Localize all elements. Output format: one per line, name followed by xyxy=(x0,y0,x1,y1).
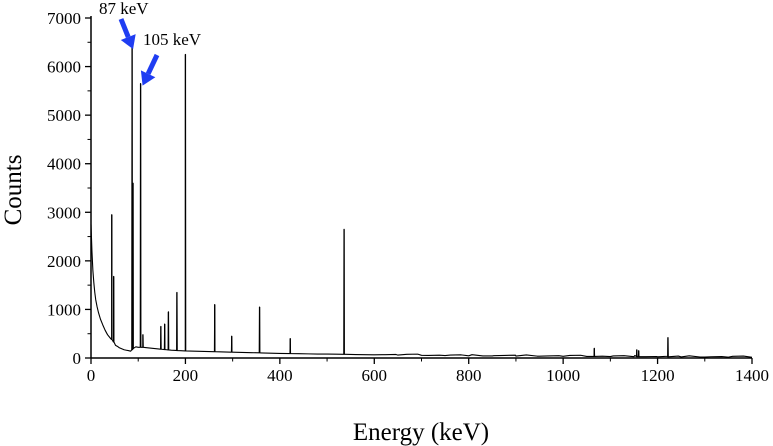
x-tick-label: 600 xyxy=(362,366,388,385)
x-tick-label: 1000 xyxy=(546,366,580,385)
arrow-87-kev xyxy=(118,18,136,50)
y-tick-label: 4000 xyxy=(47,155,81,174)
x-tick-label: 1400 xyxy=(735,366,769,385)
x-tick-label: 1200 xyxy=(641,366,675,385)
x-tick-label: 400 xyxy=(267,366,293,385)
y-tick-label: 7000 xyxy=(47,9,81,28)
x-tick-label: 0 xyxy=(87,366,96,385)
y-tick-label: 2000 xyxy=(47,252,81,271)
x-tick-label: 200 xyxy=(173,366,199,385)
x-axis-title: Energy (keV) xyxy=(353,419,489,446)
y-tick-label: 6000 xyxy=(47,58,81,77)
arrow-105-kev xyxy=(140,53,160,86)
annotation-87-kev: 87 keV xyxy=(99,0,149,18)
spectrum-line xyxy=(90,46,753,358)
y-tick-label: 3000 xyxy=(47,203,81,222)
arrow-87-kev-head xyxy=(120,34,136,50)
arrow-105-kev-shaft xyxy=(145,53,160,75)
annotation-105-kev: 105 keV xyxy=(143,30,202,49)
y-tick-label: 0 xyxy=(73,349,82,368)
arrow-105-kev-head xyxy=(140,70,156,86)
y-axis-title: Counts xyxy=(0,155,27,226)
arrow-87-kev-shaft xyxy=(118,18,131,39)
spectrum-layer xyxy=(90,46,753,358)
y-tick-label: 5000 xyxy=(47,106,81,125)
axes-layer: 0 200 400 600 800 1000 1200 1400 0 1000 2000 3000 40… xyxy=(47,9,769,385)
x-tick-label: 800 xyxy=(456,366,482,385)
y-tick-label: 1000 xyxy=(47,300,81,319)
annotation-layer: 87 keV 105 keV xyxy=(99,0,202,86)
